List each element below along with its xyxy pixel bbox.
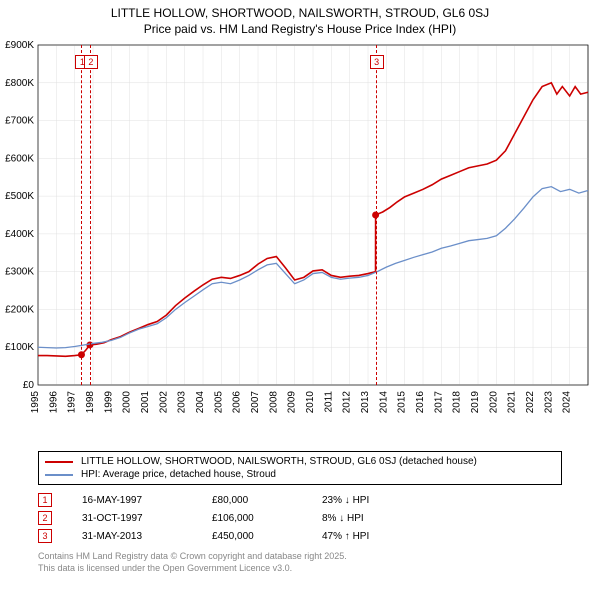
title-line-2: Price paid vs. HM Land Registry's House … <box>0 22 600 38</box>
svg-text:2011: 2011 <box>323 391 334 413</box>
sale-delta: 8% ↓ HPI <box>322 513 422 524</box>
svg-text:1999: 1999 <box>103 391 114 414</box>
svg-text:2002: 2002 <box>158 391 169 414</box>
svg-text:1996: 1996 <box>48 391 59 414</box>
svg-text:2021: 2021 <box>507 391 518 414</box>
marker-line-1 <box>81 45 82 385</box>
svg-text:£100K: £100K <box>5 342 34 353</box>
svg-text:2008: 2008 <box>268 391 279 414</box>
svg-text:£300K: £300K <box>5 267 34 278</box>
svg-text:2004: 2004 <box>195 391 206 414</box>
sale-price: £106,000 <box>212 513 292 524</box>
svg-text:2006: 2006 <box>232 391 243 414</box>
svg-text:2014: 2014 <box>378 391 389 414</box>
legend-row: HPI: Average price, detached house, Stro… <box>45 468 555 481</box>
svg-text:£0: £0 <box>23 380 35 391</box>
sale-delta: 23% ↓ HPI <box>322 495 422 506</box>
sale-price: £450,000 <box>212 531 292 542</box>
svg-text:2018: 2018 <box>452 391 463 414</box>
sales-table: 1 16-MAY-1997 £80,000 23% ↓ HPI 2 31-OCT-1997… <box>38 491 600 545</box>
legend-label: HPI: Average price, detached house, Stro… <box>81 469 276 480</box>
sale-price: £80,000 <box>212 495 292 506</box>
sale-number-box: 1 <box>38 493 52 507</box>
marker-box-3: 3 <box>370 55 384 69</box>
marker-line-2 <box>90 45 91 385</box>
attribution-line-2: This data is licensed under the Open Gov… <box>38 563 600 575</box>
svg-text:1997: 1997 <box>67 391 78 414</box>
svg-text:£200K: £200K <box>5 305 34 316</box>
legend-swatch <box>45 461 73 463</box>
svg-text:2000: 2000 <box>122 391 133 414</box>
svg-text:2012: 2012 <box>342 391 353 414</box>
chart-area: £0 £100K £200K £300K £400K £500K £600K £700K £80… <box>0 37 600 447</box>
svg-text:2013: 2013 <box>360 391 371 414</box>
svg-text:£900K: £900K <box>5 40 34 51</box>
legend-row: LITTLE HOLLOW, SHORTWOOD, NAILSWORTH, ST… <box>45 455 555 468</box>
sale-row: 2 31-OCT-1997 £106,000 8% ↓ HPI <box>38 509 600 527</box>
attribution-line-1: Contains HM Land Registry data © Crown c… <box>38 551 600 563</box>
legend-label: LITTLE HOLLOW, SHORTWOOD, NAILSWORTH, ST… <box>81 456 477 467</box>
sale-number-box: 3 <box>38 529 52 543</box>
svg-text:2019: 2019 <box>470 391 481 414</box>
marker-line-3 <box>376 45 377 385</box>
attribution: Contains HM Land Registry data © Crown c… <box>38 551 600 574</box>
svg-text:2015: 2015 <box>397 391 408 414</box>
svg-text:1998: 1998 <box>85 391 96 414</box>
svg-text:£500K: £500K <box>5 191 34 202</box>
sale-date: 16-MAY-1997 <box>82 495 182 506</box>
svg-text:£400K: £400K <box>5 229 34 240</box>
svg-text:£800K: £800K <box>5 78 34 89</box>
title-line-1: LITTLE HOLLOW, SHORTWOOD, NAILSWORTH, ST… <box>0 6 600 22</box>
svg-text:2003: 2003 <box>177 391 188 414</box>
svg-text:£600K: £600K <box>5 154 34 165</box>
svg-text:2009: 2009 <box>287 391 298 414</box>
svg-text:£700K: £700K <box>5 116 34 127</box>
sale-date: 31-OCT-1997 <box>82 513 182 524</box>
sale-row: 1 16-MAY-1997 £80,000 23% ↓ HPI <box>38 491 600 509</box>
svg-text:2005: 2005 <box>213 391 224 414</box>
svg-text:2016: 2016 <box>415 391 426 414</box>
svg-text:2017: 2017 <box>433 391 444 414</box>
svg-text:2007: 2007 <box>250 391 261 414</box>
svg-text:2023: 2023 <box>543 391 554 414</box>
marker-box-2: 2 <box>84 55 98 69</box>
svg-text:2022: 2022 <box>525 391 536 414</box>
sale-row: 3 31-MAY-2013 £450,000 47% ↑ HPI <box>38 527 600 545</box>
legend-swatch <box>45 474 73 476</box>
sale-number-box: 2 <box>38 511 52 525</box>
svg-text:2010: 2010 <box>305 391 316 414</box>
chart-title: LITTLE HOLLOW, SHORTWOOD, NAILSWORTH, ST… <box>0 0 600 37</box>
legend: LITTLE HOLLOW, SHORTWOOD, NAILSWORTH, ST… <box>38 451 562 485</box>
svg-text:2001: 2001 <box>140 391 151 414</box>
svg-text:2024: 2024 <box>562 391 573 414</box>
svg-text:1995: 1995 <box>30 391 41 414</box>
svg-text:2020: 2020 <box>488 391 499 414</box>
sale-date: 31-MAY-2013 <box>82 531 182 542</box>
sale-delta: 47% ↑ HPI <box>322 531 422 542</box>
